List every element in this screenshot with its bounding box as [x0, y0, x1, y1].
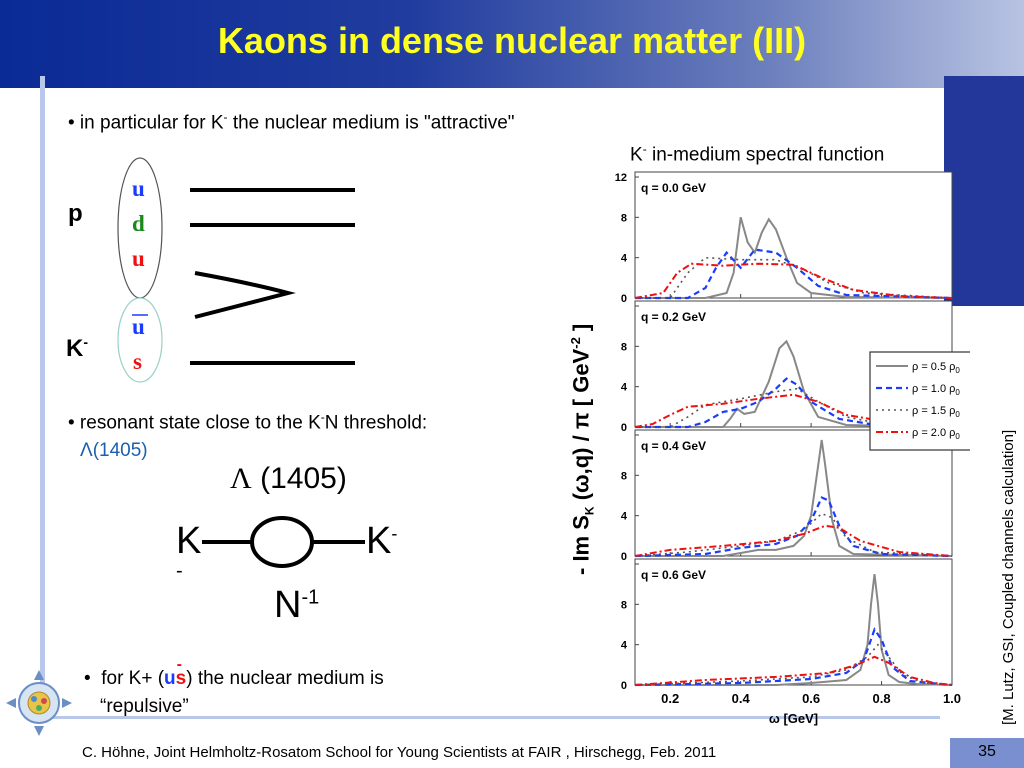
- x-tick-label: 0.6: [802, 691, 820, 706]
- panel-label: q = 0.6 GeV: [641, 568, 706, 582]
- kaon-label: K-: [66, 334, 89, 362]
- page-number-box: [950, 738, 1024, 768]
- calculation-credit: [M. Lutz, GSI, Coupled channels calculat…: [1000, 429, 1017, 725]
- slide-title: Kaons in dense nuclear matter (III): [217, 20, 807, 61]
- series-line: [634, 627, 953, 687]
- legend-entry: ρ = 1.0 ρ0: [912, 383, 960, 397]
- fair-logo: [6, 670, 72, 736]
- x-tick-label: 0.2: [661, 691, 679, 706]
- diagram-loop: [202, 516, 365, 568]
- diagram-nucleon-hole: N-1: [274, 584, 320, 626]
- quark-exchange-line: [194, 271, 296, 319]
- kaon-quark-ubar: u: [132, 314, 145, 339]
- series-line: [634, 496, 953, 558]
- y-tick-label: 8: [621, 599, 627, 611]
- y-tick-label: 0: [621, 293, 627, 305]
- series-line: [635, 217, 953, 299]
- x-axis-label: ω [GeV]: [769, 711, 818, 726]
- y-tick-label: 8: [621, 341, 627, 353]
- series-line: [634, 655, 953, 686]
- left-decor-bar: [40, 76, 45, 716]
- proton-label: p: [68, 200, 83, 227]
- diagram-left-bar: -: [176, 560, 183, 582]
- y-tick-label: 8: [621, 470, 627, 482]
- panel-label: q = 0.0 GeV: [641, 181, 706, 195]
- series-line: [635, 573, 953, 686]
- panel-frame: [634, 429, 953, 557]
- quark-line-2: [190, 223, 355, 227]
- bullet-repulsive-line2: “repulsive”: [100, 696, 189, 717]
- y-tick-label: 0: [621, 680, 627, 692]
- series-line: [635, 387, 953, 428]
- panel-label: q = 0.2 GeV: [641, 310, 706, 324]
- footer-citation: C. Höhne, Joint Helmholtz-Rosatom School…: [82, 744, 717, 761]
- legend-entry: ρ = 0.5 ρ0: [912, 361, 960, 375]
- series-line: [635, 439, 953, 557]
- kaon-quark-s: s: [133, 349, 142, 374]
- y-tick-label: 8: [621, 212, 627, 224]
- quark-line-1: [190, 188, 355, 192]
- bottom-decor-line: [40, 716, 940, 719]
- diagram-lambda-title: Λ (1405): [230, 462, 347, 495]
- proton-quark-d: d: [132, 211, 145, 236]
- legend-entry: ρ = 1.5 ρ0: [912, 405, 960, 419]
- legend-entry: ρ = 2.0 ρ0: [912, 427, 960, 441]
- chart-y-label: - Im SK (ω,q) / π [ GeV-2 ]: [568, 323, 597, 575]
- series-line: [634, 393, 953, 428]
- quark-ovals: [117, 157, 163, 383]
- bullet-attractive: • in particular for K- the nuclear mediu…: [68, 110, 515, 134]
- diagram-right-kaon: K-: [366, 520, 398, 562]
- y-tick-label: 0: [621, 551, 627, 563]
- y-tick-label: 4: [621, 253, 628, 265]
- series-line: [635, 339, 953, 428]
- y-tick-label: 0: [621, 422, 627, 434]
- spectral-function-chart: 0 4 8 12 q = 0.0 GeV 0 4 8 q = 0.2 GeV 0 4 8 q = 0.4…: [615, 171, 970, 726]
- title-banner: [0, 0, 1024, 88]
- x-tick-label: 1.0: [943, 691, 961, 706]
- panel-label: q = 0.4 GeV: [641, 439, 706, 453]
- y-tick-label: 4: [621, 640, 628, 652]
- chart-title: K- in-medium spectral function: [630, 142, 885, 166]
- series-line: [634, 512, 953, 557]
- y-tick-label: 4: [621, 382, 628, 394]
- series-line: [635, 377, 953, 429]
- page-number: 35: [978, 743, 996, 760]
- proton-quark-u2: u: [132, 246, 145, 271]
- diagram-left-kaon: K: [176, 520, 202, 562]
- legend-box: [869, 351, 970, 451]
- proton-quark-u1: u: [132, 176, 145, 201]
- y-tick-label: 4: [621, 511, 628, 523]
- bullet-resonant: • resonant state close to the K-N thresh…: [68, 410, 428, 434]
- y-tick-label: 12: [615, 172, 627, 184]
- x-tick-label: 0.8: [873, 691, 891, 706]
- series-line: [634, 262, 953, 299]
- quark-line-3: [190, 361, 355, 365]
- series-line: [634, 524, 953, 557]
- bullet-repulsive: • for K+ (u - s) the nuclear medium is: [84, 656, 384, 689]
- lambda-1405-label: Λ(1405): [80, 440, 148, 461]
- right-decor-band: [944, 76, 1024, 306]
- x-tick-label: 0.4: [732, 691, 751, 706]
- panel-frame: [634, 558, 953, 686]
